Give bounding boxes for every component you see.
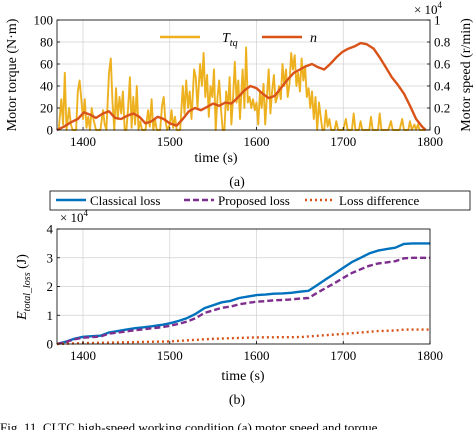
xtick-a-label-3: 1700 bbox=[330, 134, 356, 149]
panel-label-b: (b) bbox=[229, 393, 246, 408]
ytick-a-left-label-3: 60 bbox=[40, 57, 53, 72]
xtick-a-label-0: 1400 bbox=[70, 134, 96, 149]
ytick-b-label-3: 3 bbox=[47, 250, 54, 265]
series-b-classical-loss bbox=[56, 242, 430, 346]
y-multiplier-b: × 104 bbox=[60, 208, 89, 225]
series-a-motor-speed bbox=[56, 41, 427, 132]
ytick-a-right-label-4: 0.8 bbox=[434, 35, 450, 50]
xticks-b: 1400 1500 1600 1700 1800 bbox=[70, 341, 443, 363]
series-a-motor-torque bbox=[57, 46, 426, 131]
ytick-a-left-label-2: 40 bbox=[40, 79, 53, 94]
ytick-b-label-0: 0 bbox=[47, 337, 54, 352]
ytick-a-right-label-5: 1 bbox=[434, 13, 441, 28]
xtick-b-label-1: 1500 bbox=[157, 348, 183, 363]
xtick-a-label-1: 1500 bbox=[157, 134, 183, 149]
xtick-b-label-0: 1400 bbox=[70, 348, 96, 363]
panel-label-a: (a) bbox=[229, 175, 245, 190]
ytick-a-left-label-1: 20 bbox=[40, 101, 53, 116]
ytick-a-left-label-4: 80 bbox=[40, 35, 53, 50]
xtick-b-label-3: 1700 bbox=[330, 348, 356, 363]
ytick-b-label-4: 4 bbox=[47, 222, 54, 237]
yticks-a-right: 0 0.2 0.4 0.6 0.8 1 bbox=[427, 13, 451, 138]
lines-b bbox=[56, 242, 430, 346]
ylabel-a-left: Motor torque (N·m) bbox=[5, 18, 20, 131]
caption-fragment: Fig. 11. CLTC high-speed working conditi… bbox=[0, 420, 378, 430]
ytick-b-label-1: 1 bbox=[47, 308, 54, 323]
xlabel-b: time (s) bbox=[221, 369, 264, 384]
axes-box-a bbox=[56, 19, 431, 131]
legend-b-box bbox=[49, 190, 471, 211]
panel-a: 1400 1500 1600 1700 1800 0 20 40 60 80 100 0 0.2 0.… bbox=[5, 0, 474, 190]
xlabel-a: time (s) bbox=[194, 151, 237, 166]
ytick-a-left-label-5: 100 bbox=[34, 13, 54, 28]
ylabel-b: Etotal_loss (J) bbox=[15, 254, 33, 321]
xtick-a-label-2: 1600 bbox=[244, 134, 270, 149]
series-b-proposed-loss bbox=[56, 256, 430, 346]
xtick-b-label-4: 1800 bbox=[417, 348, 443, 363]
legend-b-label-difference: Loss difference bbox=[339, 193, 419, 208]
lines-a bbox=[56, 41, 427, 132]
ytick-a-right-label-2: 0.4 bbox=[434, 79, 451, 94]
legend-b-label-proposed: Proposed loss bbox=[218, 193, 290, 208]
xtick-a-label-4: 1800 bbox=[417, 134, 443, 149]
xticks-a: 1400 1500 1600 1700 1800 bbox=[70, 127, 443, 149]
yticks-b: 0 1 2 3 4 bbox=[47, 222, 60, 352]
right-axis-multiplier-a: × 104 bbox=[414, 0, 443, 17]
xtick-b-label-2: 1600 bbox=[244, 348, 270, 363]
legend-b: Classical loss Proposed loss Loss differ… bbox=[49, 190, 471, 211]
yticks-a-left: 0 20 40 60 80 100 bbox=[34, 13, 60, 138]
ytick-a-right-label-1: 0.2 bbox=[434, 101, 450, 116]
ylabel-a-right: Motor speed (r/min) bbox=[459, 18, 474, 132]
ytick-a-left-label-0: 0 bbox=[47, 123, 54, 138]
ytick-a-right-label-0: 0 bbox=[434, 123, 441, 138]
panel-b: 1400 1500 1600 1700 1800 0 1 2 3 4 Classical los… bbox=[15, 190, 471, 408]
ytick-a-right-label-3: 0.6 bbox=[434, 57, 451, 72]
legend-a-label-n: n bbox=[310, 31, 317, 46]
ytick-b-label-2: 2 bbox=[47, 279, 54, 294]
legend-b-label-classical: Classical loss bbox=[90, 193, 160, 208]
